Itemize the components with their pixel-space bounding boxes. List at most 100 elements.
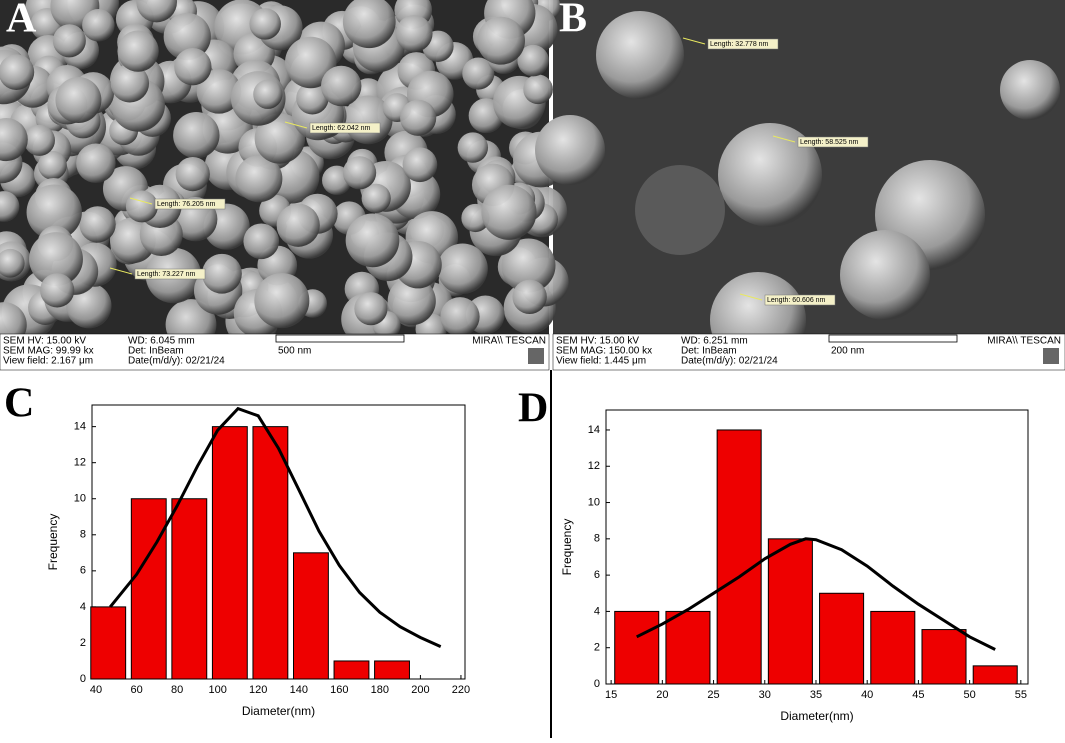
x-tick-label: 55	[1015, 689, 1027, 701]
particle	[1000, 60, 1060, 120]
particle	[354, 292, 388, 326]
particle	[437, 243, 488, 294]
particle	[26, 184, 82, 240]
logo	[1043, 348, 1059, 364]
y-tick-label: 10	[74, 493, 86, 505]
sem-info: WD: 6.251 mm	[681, 336, 748, 347]
y-tick-label: 6	[80, 565, 86, 577]
particle	[38, 150, 67, 180]
particle	[125, 190, 158, 223]
particle	[276, 203, 320, 247]
particle	[523, 74, 553, 105]
measure-label: Length: 58.525 nm	[800, 139, 859, 146]
particle	[40, 273, 75, 308]
particle	[477, 16, 526, 65]
measure-label: Length: 73.227 nm	[137, 271, 196, 278]
particle	[361, 183, 391, 213]
particle	[481, 184, 537, 240]
info-bar-a	[0, 333, 550, 371]
brand: MIRA\\ TESCAN	[472, 336, 546, 347]
y-tick-label: 6	[594, 569, 600, 581]
brand: MIRA\\ TESCAN	[987, 336, 1061, 347]
particle	[173, 112, 220, 159]
particle	[202, 253, 242, 294]
sem-info: SEM HV: 15.00 kV	[3, 336, 86, 347]
y-tick-label: 4	[594, 605, 600, 617]
measure-label-bg	[134, 268, 206, 280]
y-tick-label: 0	[80, 673, 86, 685]
bar	[130, 498, 167, 680]
particle	[462, 57, 495, 90]
bar	[921, 629, 967, 685]
scale-bar	[828, 334, 958, 343]
sem-info: View field: 1.445 μm	[556, 356, 646, 367]
x-tick-label: 120	[249, 684, 267, 696]
y-tick-label: 2	[594, 642, 600, 654]
measure-label: Length: 32.778 nm	[710, 41, 769, 48]
particle	[342, 156, 377, 190]
x-tick-label: 220	[452, 684, 470, 696]
particle	[512, 279, 547, 315]
particle	[517, 44, 549, 77]
particle	[243, 223, 280, 260]
fit-curve	[636, 537, 996, 651]
sem-info: Date(m/d/y): 02/21/24	[128, 356, 225, 367]
panel-label: D	[518, 386, 548, 432]
particle	[23, 124, 56, 156]
x-tick-label: 60	[130, 684, 142, 696]
particle	[457, 132, 489, 163]
measure-line	[109, 267, 133, 275]
x-tick-label: 40	[861, 689, 873, 701]
x-tick-label: 15	[605, 689, 617, 701]
x-tick-label: 140	[290, 684, 308, 696]
particle	[840, 230, 930, 320]
particle	[76, 143, 116, 184]
y-axis-label: Frequency	[46, 514, 60, 571]
bar	[870, 610, 916, 685]
panel-label: C	[4, 381, 34, 427]
particle	[402, 147, 438, 183]
measure-label-bg	[309, 122, 381, 134]
particle	[52, 24, 86, 58]
particle	[174, 48, 212, 86]
particle	[342, 0, 396, 49]
plot-frame	[605, 409, 1029, 685]
particle	[501, 238, 556, 293]
particle	[440, 297, 480, 337]
particle	[235, 155, 283, 203]
particle	[296, 82, 329, 115]
particle	[387, 276, 436, 326]
particle	[29, 232, 83, 287]
bar	[614, 610, 660, 685]
y-tick-label: 0	[594, 678, 600, 690]
particle	[718, 123, 822, 227]
measure-line	[772, 135, 796, 143]
info-bar-b	[552, 333, 1065, 371]
particle	[253, 79, 283, 109]
x-axis-label: Diameter(nm)	[780, 709, 853, 723]
particle	[0, 248, 25, 278]
bar	[171, 498, 208, 680]
bar	[90, 606, 127, 680]
bar	[972, 665, 1018, 685]
x-tick-label: 160	[330, 684, 348, 696]
y-axis-label: Frequency	[560, 519, 574, 576]
x-tick-label: 100	[209, 684, 227, 696]
particle	[345, 213, 400, 268]
y-tick-label: 8	[80, 529, 86, 541]
y-tick-label: 14	[588, 424, 600, 436]
measure-line	[284, 121, 308, 129]
y-tick-label: 12	[74, 457, 86, 469]
particle	[535, 115, 605, 185]
measure-line	[129, 197, 153, 205]
measure-label: Length: 76.205 nm	[157, 201, 216, 208]
x-tick-label: 200	[411, 684, 429, 696]
measure-label-bg	[797, 136, 869, 148]
y-tick-label: 4	[80, 601, 86, 613]
scale-bar	[275, 334, 405, 343]
particle	[635, 165, 725, 255]
x-tick-label: 35	[810, 689, 822, 701]
y-tick-label: 8	[594, 533, 600, 545]
sem-info: Det: InBeam	[128, 346, 184, 357]
scale-label: 200 nm	[831, 346, 864, 357]
